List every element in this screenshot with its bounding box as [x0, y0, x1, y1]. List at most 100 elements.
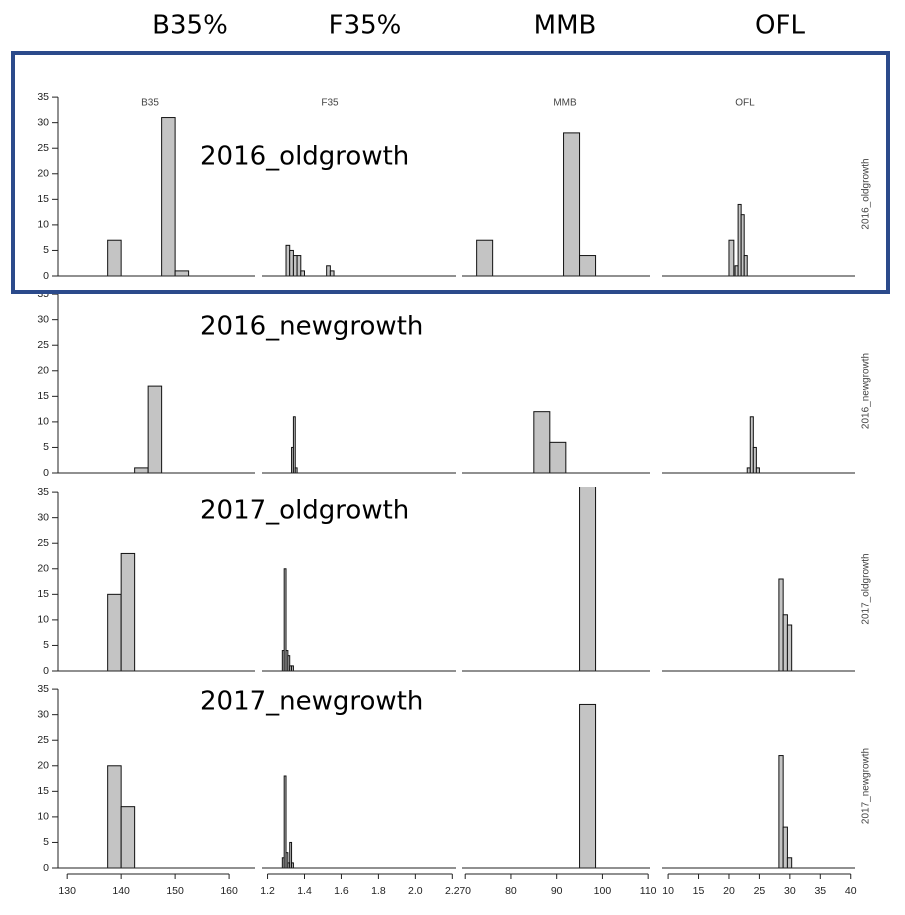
y-tick-label: 10 — [37, 219, 49, 231]
column-header: F35% — [329, 11, 402, 41]
y-tick-label: 15 — [37, 785, 49, 797]
y-tick-label: 0 — [43, 665, 49, 677]
x-tick-label: 80 — [505, 885, 517, 897]
x-tick-label: 25 — [754, 885, 766, 897]
histogram-bar — [300, 270, 305, 277]
y-tick-label: 10 — [37, 614, 49, 626]
row-strip-label: 2016_newgrowth — [861, 353, 872, 429]
panel — [107, 552, 136, 672]
x-tick-label: 1.8 — [371, 885, 386, 897]
y-tick-label: 25 — [37, 142, 49, 154]
x-tick-label: 140 — [112, 885, 130, 897]
histogram-bar — [329, 270, 335, 277]
y-tick-label: 30 — [37, 708, 49, 720]
panel — [778, 755, 793, 869]
row-label: 2017_newgrowth — [200, 687, 423, 717]
row-label: 2017_oldgrowth — [200, 496, 409, 526]
x-tick-label: 100 — [594, 885, 612, 897]
histogram-bar — [755, 467, 760, 474]
histogram-bar — [107, 593, 122, 672]
panel — [107, 117, 190, 277]
x-tick-label: 90 — [551, 885, 563, 897]
histogram-bar — [120, 806, 136, 869]
histogram-bar — [326, 265, 331, 277]
y-tick-label: 30 — [37, 116, 49, 128]
panel — [134, 385, 163, 474]
y-tick-label: 15 — [37, 390, 49, 402]
panel — [533, 411, 567, 474]
y-tick-label: 25 — [37, 339, 49, 351]
y-tick-label: 15 — [37, 193, 49, 205]
histogram-bar — [533, 411, 551, 474]
y-tick-label: 20 — [37, 760, 49, 772]
column-header: OFL — [755, 11, 805, 41]
x-tick-label: 30 — [784, 885, 796, 897]
x-tick-label: 1.2 — [260, 885, 275, 897]
y-tick-label: 35 — [37, 91, 49, 103]
histogram-bar — [579, 703, 597, 869]
row-strip-label: 2017_newgrowth — [861, 748, 872, 824]
y-tick-label: 5 — [43, 836, 49, 848]
y-tick-label: 5 — [43, 244, 49, 256]
panel — [476, 132, 597, 277]
row-label: 2016_oldgrowth — [200, 142, 409, 172]
histogram-bar — [786, 857, 793, 869]
histogram-bar — [294, 467, 298, 474]
histogram-bar — [786, 624, 793, 672]
panel — [778, 578, 793, 672]
y-tick-label: 20 — [37, 365, 49, 377]
strip-label: B35 — [141, 98, 159, 109]
histogram-bar — [107, 765, 122, 869]
histogram-bar — [782, 614, 788, 672]
x-tick-label: 20 — [723, 885, 735, 897]
histogram-bar — [107, 239, 122, 277]
histogram-bar — [292, 416, 296, 474]
histogram-bar — [174, 270, 190, 277]
histogram-bar — [728, 239, 735, 277]
histogram-bar — [549, 441, 567, 474]
x-tick-label: 40 — [845, 885, 857, 897]
histogram-bar — [292, 255, 298, 277]
strip-label: OFL — [735, 98, 755, 109]
strip-label: MMB — [553, 98, 577, 109]
y-tick-label: 20 — [37, 563, 49, 575]
y-tick-label: 25 — [37, 734, 49, 746]
x-tick-label: 1.4 — [297, 885, 312, 897]
histogram-bar — [120, 552, 136, 672]
histogram-bar — [291, 862, 294, 869]
x-tick-label: 1.6 — [334, 885, 349, 897]
panel — [281, 775, 294, 869]
y-tick-label: 15 — [37, 588, 49, 600]
histogram-bar — [134, 467, 149, 474]
panel — [281, 568, 294, 672]
x-tick-label: 150 — [166, 885, 184, 897]
x-tick-label: 10 — [662, 885, 674, 897]
histogram-bar — [476, 239, 494, 277]
panel — [579, 703, 597, 869]
panel — [291, 416, 298, 474]
x-tick-label: 130 — [58, 885, 76, 897]
x-tick-label: 160 — [220, 885, 238, 897]
y-tick-label: 30 — [37, 511, 49, 523]
y-tick-label: 5 — [43, 441, 49, 453]
histogram-bar — [147, 385, 163, 474]
panel — [579, 487, 597, 672]
x-tick-label: 70 — [459, 885, 471, 897]
x-tick-label: 15 — [693, 885, 705, 897]
histogram-bar — [285, 244, 291, 277]
histogram-bar — [782, 826, 788, 869]
y-tick-label: 10 — [37, 811, 49, 823]
histogram-bar — [743, 255, 748, 277]
histogram-bar — [296, 255, 302, 277]
y-tick-label: 30 — [37, 313, 49, 325]
histogram-bar — [778, 755, 784, 869]
x-tick-label: 2.2 — [445, 885, 460, 897]
y-tick-label: 25 — [37, 537, 49, 549]
histogram-bar — [289, 249, 294, 277]
x-tick-label: 110 — [640, 885, 657, 897]
panel — [107, 765, 136, 869]
x-tick-label: 2.0 — [408, 885, 423, 897]
y-tick-label: 35 — [37, 486, 49, 498]
panel — [728, 203, 748, 277]
